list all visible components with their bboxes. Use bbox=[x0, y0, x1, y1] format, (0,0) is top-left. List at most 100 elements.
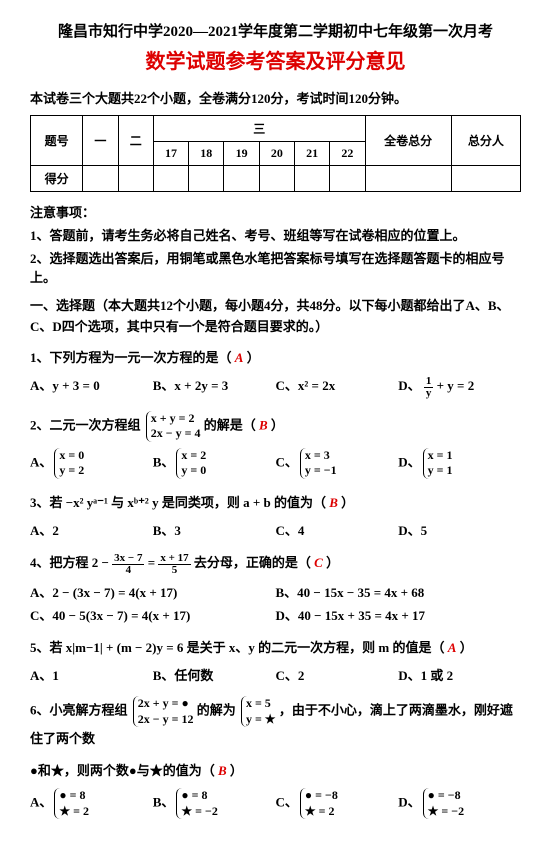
cell: 19 bbox=[224, 142, 259, 166]
cell-label: 得分 bbox=[31, 166, 83, 192]
q6-close: ） bbox=[230, 763, 243, 778]
option-a: A、2 bbox=[30, 518, 153, 541]
e: ★ = −2 bbox=[181, 804, 217, 820]
cell: 全卷总分 bbox=[365, 116, 451, 166]
cell bbox=[83, 166, 118, 192]
q2-options: A、x = 0y = 2 B、x = 2y = 0 C、x = 3y = −1 … bbox=[30, 446, 521, 481]
e: 2x − y = 12 bbox=[138, 712, 194, 728]
q6-mid1: 的解为 bbox=[197, 703, 236, 718]
e: x = 2 bbox=[181, 448, 206, 464]
option-a: A、2 − (3x − 7) = 4(x + 17) bbox=[30, 580, 276, 603]
question-2: 2、二元一次方程组 x + y = 22x − y = 4 的解是（ B ） bbox=[30, 411, 521, 442]
cell: 一 bbox=[83, 116, 118, 166]
question-6-line2: ●和★，则两个数●与★的值为（ B ） bbox=[30, 759, 521, 782]
option-b: B、3 bbox=[153, 518, 276, 541]
cell bbox=[118, 166, 153, 192]
q6-pre: 6、小亮解方程组 bbox=[30, 703, 128, 718]
cell bbox=[189, 166, 224, 192]
question-4: 4、把方程 2 − 3x − 74 = x + 175 去分母，正确的是（ C … bbox=[30, 551, 521, 576]
question-3: 3、若 −x² yᵃ⁻¹ 与 xᵇ⁺² y 是同类项，则 a + b 的值为（ … bbox=[30, 491, 521, 514]
lbl: C、 bbox=[276, 795, 298, 810]
e: y = 2 bbox=[59, 463, 84, 479]
cell: 18 bbox=[189, 142, 224, 166]
cell: 17 bbox=[153, 142, 188, 166]
cell: 21 bbox=[295, 142, 330, 166]
score-table: 题号 一 二 三 全卷总分 总分人 17 18 19 20 21 22 得分 bbox=[30, 115, 521, 192]
cell bbox=[330, 166, 365, 192]
q5-answer: A bbox=[448, 640, 457, 655]
option-b: B、x + 2y = 3 bbox=[153, 373, 276, 401]
table-row: 得分 bbox=[31, 166, 521, 192]
q1-close: ） bbox=[247, 350, 260, 365]
q6-line2: ●和★，则两个数●与★的值为（ bbox=[30, 763, 215, 778]
q2-close: ） bbox=[271, 417, 284, 432]
q4-close: ） bbox=[326, 555, 339, 570]
num: x + 17 bbox=[158, 553, 190, 565]
equation-system: x + y = 22x − y = 4 bbox=[146, 411, 201, 442]
option-c: C、2 bbox=[276, 663, 399, 686]
e: ★ = 2 bbox=[305, 804, 338, 820]
notice-item: 2、选择题选出答案后，用铜笔或黑色水笔把答案标号填写在选择题答题卡的相应号上。 bbox=[30, 248, 521, 286]
q3-text: 3、若 −x² yᵃ⁻¹ 与 xᵇ⁺² y 是同类项，则 a + b 的值为（ bbox=[30, 495, 326, 510]
option-c: C、x = 3y = −1 bbox=[276, 446, 399, 481]
option-c: C、x² = 2x bbox=[276, 373, 399, 401]
cell: 二 bbox=[118, 116, 153, 166]
fraction: 1y bbox=[424, 376, 434, 399]
cell bbox=[295, 166, 330, 192]
equation-system: 2x + y = ●2x − y = 12 bbox=[133, 696, 194, 727]
e: x = 5 bbox=[246, 696, 276, 712]
q3-options: A、2 B、3 C、4 D、5 bbox=[30, 518, 521, 541]
option-d: D、1 或 2 bbox=[398, 663, 521, 686]
sys: ● = −8★ = 2 bbox=[300, 788, 338, 819]
option-d: D、 1y + y = 2 bbox=[398, 373, 521, 401]
e: x = 3 bbox=[305, 448, 337, 464]
q4-pre: 4、把方程 2 − bbox=[30, 555, 112, 570]
q1-options: A、y + 3 = 0 B、x + 2y = 3 C、x² = 2x D、 1y… bbox=[30, 373, 521, 401]
q1-answer: A bbox=[235, 350, 244, 365]
cell bbox=[365, 166, 451, 192]
cell bbox=[451, 166, 520, 192]
e: 2x + y = ● bbox=[138, 696, 194, 712]
lbl: A、 bbox=[30, 454, 52, 469]
q2-answer: B bbox=[259, 417, 268, 432]
e: ● = −8 bbox=[428, 788, 464, 804]
q5-text: 5、若 x|m−1| + (m − 2)y = 6 是关于 x、y 的二元一次方… bbox=[30, 640, 445, 655]
q4-answer: C bbox=[314, 555, 323, 570]
den: 4 bbox=[112, 565, 144, 576]
option-c: C、4 bbox=[276, 518, 399, 541]
sys: x = 0y = 2 bbox=[54, 448, 84, 479]
sys: x = 3y = −1 bbox=[300, 448, 337, 479]
e: ★ = −2 bbox=[428, 804, 464, 820]
q1-text: 1、下列方程为一元一次方程的是（ bbox=[30, 350, 232, 365]
option-d: D、● = −8★ = −2 bbox=[398, 786, 521, 821]
option-c: C、● = −8★ = 2 bbox=[276, 786, 399, 821]
eq2: 2x − y = 4 bbox=[151, 426, 201, 442]
den: 5 bbox=[158, 565, 190, 576]
option-b: B、● = 8★ = −2 bbox=[153, 786, 276, 821]
opt-d-pre: D、 bbox=[398, 378, 420, 393]
option-d: D、x = 1y = 1 bbox=[398, 446, 521, 481]
q2-pre: 2、二元一次方程组 bbox=[30, 417, 141, 432]
lbl: C、 bbox=[276, 454, 298, 469]
e: ● = −8 bbox=[305, 788, 338, 804]
notice-item: 1、答题前，请考生务必将自己姓名、考号、班组等写在试卷相应的位置上。 bbox=[30, 225, 521, 244]
option-b: B、x = 2y = 0 bbox=[153, 446, 276, 481]
sys: ● = 8★ = −2 bbox=[176, 788, 217, 819]
eq: = bbox=[148, 555, 159, 570]
sys: ● = 8★ = 2 bbox=[54, 788, 89, 819]
option-a: A、1 bbox=[30, 663, 153, 686]
question-1: 1、下列方程为一元一次方程的是（ A ） bbox=[30, 346, 521, 369]
sys: x = 2y = 0 bbox=[176, 448, 206, 479]
lbl: D、 bbox=[398, 795, 420, 810]
option-a: A、y + 3 = 0 bbox=[30, 373, 153, 401]
q6-options: A、● = 8★ = 2 B、● = 8★ = −2 C、● = −8★ = 2… bbox=[30, 786, 521, 821]
e: x = 0 bbox=[59, 448, 84, 464]
sys: ● = −8★ = −2 bbox=[423, 788, 464, 819]
e: x = 1 bbox=[428, 448, 453, 464]
option-a: A、x = 0y = 2 bbox=[30, 446, 153, 481]
cell: 22 bbox=[330, 142, 365, 166]
lbl: D、 bbox=[398, 454, 420, 469]
e: y = −1 bbox=[305, 463, 337, 479]
option-b: B、任何数 bbox=[153, 663, 276, 686]
option-d: D、5 bbox=[398, 518, 521, 541]
